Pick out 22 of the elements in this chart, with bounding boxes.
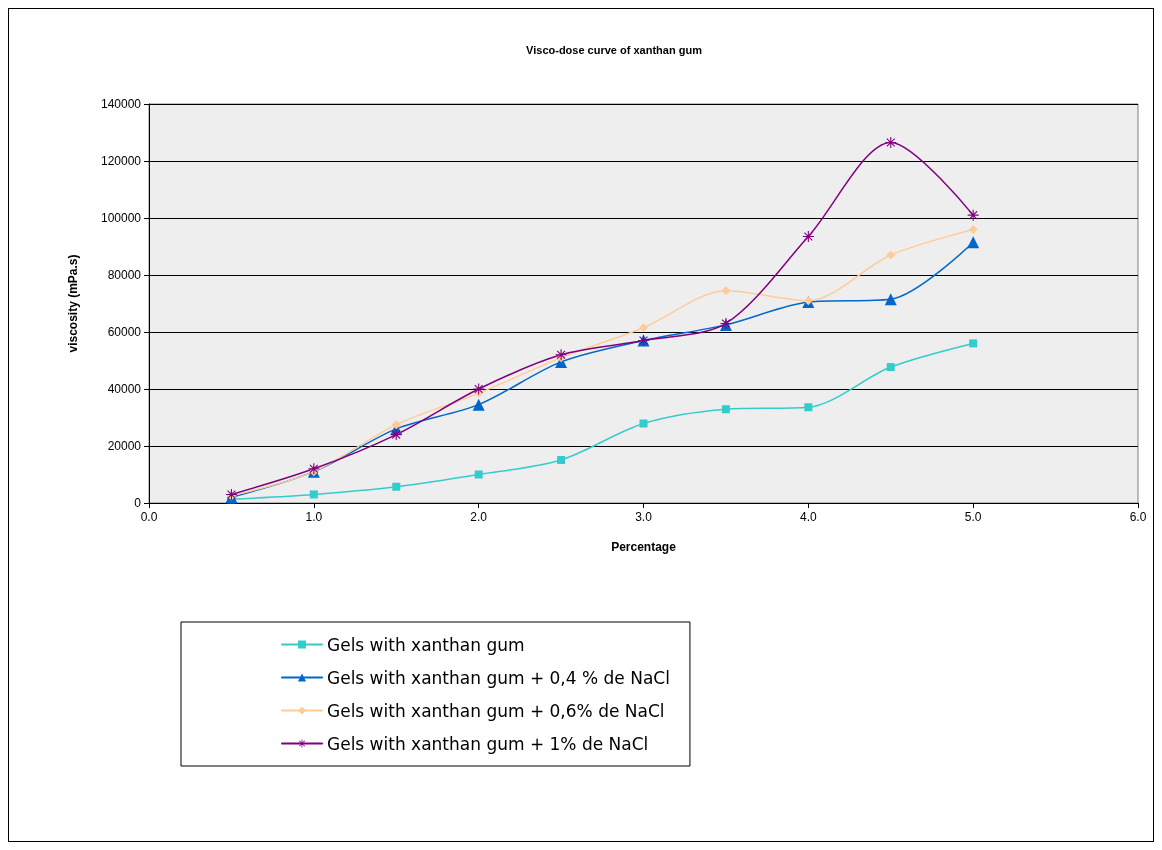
legend-label: Gels with xanthan gum + 0,6% de NaCl xyxy=(327,700,665,721)
x-tick-label: 2.0 xyxy=(470,510,488,524)
legend-label: Gels with xanthan gum + 1% de NaCl xyxy=(327,733,649,754)
y-tick-label: 0 xyxy=(134,496,142,510)
x-tick-label: 0.0 xyxy=(140,510,158,524)
x-axis-title: Percentage xyxy=(611,540,677,554)
legend-label: Gels with xanthan gum xyxy=(327,634,525,655)
y-tick-label: 80000 xyxy=(107,268,142,282)
x-tick-label: 4.0 xyxy=(799,510,817,524)
y-tick-label: 60000 xyxy=(107,325,142,339)
y-tick-label: 100000 xyxy=(100,211,142,225)
x-tick-label: 3.0 xyxy=(635,510,653,524)
y-tick-label: 20000 xyxy=(107,439,142,453)
chart-title: Visco-dose curve of xanthan gum xyxy=(526,43,703,56)
y-tick-label: 40000 xyxy=(107,382,142,396)
x-tick-label: 1.0 xyxy=(305,510,323,524)
y-tick-label: 120000 xyxy=(100,154,142,168)
y-tick-label: 140000 xyxy=(100,97,142,111)
x-tick-label: 6.0 xyxy=(1129,510,1147,524)
y-axis-title: viscosity (mPa.s) xyxy=(66,254,80,353)
x-tick-label: 5.0 xyxy=(964,510,982,524)
legend-label: Gels with xanthan gum + 0,4 % de NaCl xyxy=(327,667,670,688)
